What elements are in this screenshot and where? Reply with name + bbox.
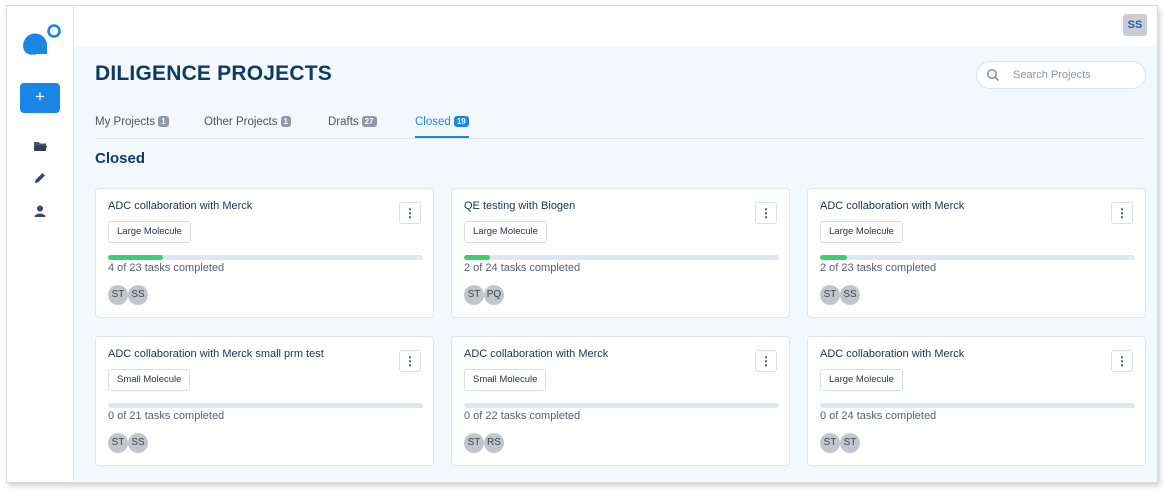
project-card[interactable]: ADC collaboration with Merck Large Molecu… [95,188,434,318]
project-tabs: My Projects 1 Other Projects 1 Drafts 27 Cl… [95,112,1145,139]
tab-count-badge: 1 [158,116,169,127]
member-avatars: ST RS [464,433,504,453]
member-avatar[interactable]: ST [108,433,128,453]
pencil-icon[interactable] [31,169,49,187]
member-avatar[interactable]: RS [484,433,504,453]
progress-fill [820,255,848,260]
folder-icon[interactable] [31,137,49,155]
tab-count-badge: 19 [453,116,469,127]
sidebar: + [7,6,74,482]
project-title[interactable]: QE testing with Biogen [464,200,576,212]
more-options-button[interactable]: ⋮ [399,350,421,372]
progress-bar [820,255,1135,260]
member-avatar[interactable]: PQ [484,285,504,305]
project-card[interactable]: ADC collaboration with Merck Large Molecu… [807,336,1146,466]
task-count: 2 of 24 tasks completed [464,262,581,274]
more-options-button[interactable]: ⋮ [1111,350,1133,372]
page-title: DILIGENCE PROJECTS [95,62,332,85]
molecule-tag: Small Molecule [108,369,191,391]
molecule-tag: Large Molecule [108,221,191,243]
project-title[interactable]: ADC collaboration with Merck [108,200,253,212]
more-options-button[interactable]: ⋮ [755,350,777,372]
user-icon[interactable] [31,202,49,220]
top-bar: SS [74,6,1157,46]
project-card[interactable]: ADC collaboration with Merck Large Molecu… [807,188,1146,318]
member-avatars: ST ST [820,433,860,453]
tab-label: Drafts [328,116,359,128]
project-title[interactable]: ADC collaboration with Merck [464,348,609,360]
tab-my-projects[interactable]: My Projects 1 [95,116,169,128]
search-box[interactable] [976,61,1146,89]
progress-bar [464,255,779,260]
tab-count-badge: 27 [361,116,377,127]
task-count: 4 of 23 tasks completed [108,262,225,274]
task-count: 0 of 24 tasks completed [820,410,937,422]
progress-bar [820,403,1135,408]
tab-drafts[interactable]: Drafts 27 [328,116,377,128]
progress-fill [108,255,163,260]
member-avatar[interactable]: ST [464,285,484,305]
member-avatar[interactable]: ST [820,433,840,453]
project-title[interactable]: ADC collaboration with Merck small prm t… [108,348,324,360]
member-avatar[interactable]: SS [840,285,860,305]
member-avatar[interactable]: ST [820,285,840,305]
member-avatars: ST SS [108,433,148,453]
molecule-tag: Large Molecule [464,221,547,243]
member-avatars: ST SS [108,285,148,305]
molecule-tag: Large Molecule [820,221,903,243]
more-options-button[interactable]: ⋮ [755,202,777,224]
member-avatar[interactable]: ST [108,285,128,305]
member-avatars: ST SS [820,285,860,305]
add-project-button[interactable]: + [20,83,60,113]
more-options-button[interactable]: ⋮ [399,202,421,224]
project-title[interactable]: ADC collaboration with Merck [820,348,965,360]
tab-label: Closed [415,116,451,128]
tab-label: My Projects [95,116,156,128]
task-count: 2 of 23 tasks completed [820,262,937,274]
project-card[interactable]: ADC collaboration with Merck small prm t… [95,336,434,466]
progress-bar [108,403,423,408]
molecule-tag: Large Molecule [820,369,903,391]
tab-other-projects[interactable]: Other Projects 1 [204,116,291,128]
project-title[interactable]: ADC collaboration with Merck [820,200,965,212]
tab-label: Other Projects [204,116,278,128]
task-count: 0 of 22 tasks completed [464,410,581,422]
member-avatars: ST PQ [464,285,504,305]
logo [19,22,63,62]
member-avatar[interactable]: SS [128,285,148,305]
tab-count-badge: 1 [280,116,291,127]
member-avatar[interactable]: SS [128,433,148,453]
progress-bar [108,255,423,260]
project-card[interactable]: ADC collaboration with Merck Small Molecu… [451,336,790,466]
member-avatar[interactable]: ST [464,433,484,453]
tab-closed[interactable]: Closed 19 [415,116,469,138]
molecule-tag: Small Molecule [464,369,547,391]
project-card[interactable]: QE testing with Biogen Large Molecule ⋮ 2 o… [451,188,790,318]
task-count: 0 of 21 tasks completed [108,410,225,422]
progress-bar [464,403,779,408]
member-avatar[interactable]: ST [840,433,860,453]
progress-fill [464,255,491,260]
search-icon [986,68,1000,87]
section-title: Closed [95,150,146,167]
search-input[interactable] [1013,67,1133,83]
more-options-button[interactable]: ⋮ [1111,202,1133,224]
user-avatar[interactable]: SS [1123,14,1147,36]
